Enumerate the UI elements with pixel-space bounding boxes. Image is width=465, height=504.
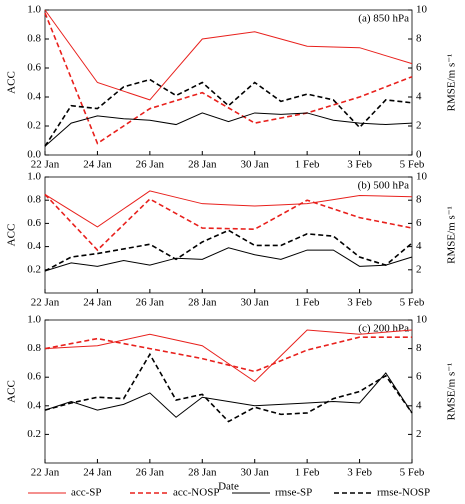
x-tick-label: 28 Jan bbox=[188, 159, 217, 171]
y2-tick-label: 6 bbox=[416, 217, 422, 229]
y-tick-label: 0.2 bbox=[27, 428, 41, 440]
y2-tick-label: 4 bbox=[416, 240, 422, 252]
x-tick-label: 3 Feb bbox=[347, 159, 372, 171]
legend-label: acc-NOSP bbox=[173, 487, 219, 499]
x-tick-label: 30 Jan bbox=[241, 467, 270, 479]
y2-tick-label: 4 bbox=[416, 91, 422, 103]
x-tick-label: 26 Jan bbox=[136, 297, 165, 309]
y2-tick-label: 10 bbox=[416, 314, 428, 326]
x-tick-label: 30 Jan bbox=[241, 297, 270, 309]
series-line bbox=[44, 352, 413, 423]
series-line bbox=[44, 9, 413, 101]
series-line bbox=[44, 247, 413, 272]
y-tick-label: 0.6 bbox=[27, 217, 41, 229]
x-tick-label: 1 Feb bbox=[295, 297, 320, 309]
y-tick-label: 0.8 bbox=[27, 33, 41, 45]
panel-annotation: (b) 500 hPa bbox=[358, 180, 409, 192]
series-line bbox=[44, 12, 413, 145]
y-axis-label: ACC bbox=[6, 71, 18, 94]
y2-tick-label: 10 bbox=[416, 171, 428, 183]
x-tick-label: 26 Jan bbox=[136, 467, 165, 479]
y-tick-label: 0.4 bbox=[27, 399, 41, 411]
y2-axis-label: RMSE/m s⁻¹ bbox=[446, 206, 458, 264]
y-tick-label: 0.0 bbox=[27, 149, 41, 161]
x-axis-label: Date bbox=[218, 481, 239, 493]
x-tick-label: 24 Jan bbox=[83, 159, 112, 171]
x-tick-label: 22 Jan bbox=[31, 159, 60, 171]
legend-label: rmse-NOSP bbox=[377, 487, 430, 499]
series-line bbox=[44, 190, 413, 228]
y-axis-label: ACC bbox=[6, 224, 18, 247]
y2-tick-label: 8 bbox=[416, 194, 422, 206]
y-tick-label: 0.2 bbox=[27, 120, 41, 132]
y-tick-label: 0.2 bbox=[27, 263, 41, 275]
y-tick-label: 0.8 bbox=[27, 194, 41, 206]
y-tick-label: 1.0 bbox=[27, 314, 41, 326]
y-tick-label: 1.0 bbox=[27, 4, 41, 16]
series-line bbox=[44, 78, 413, 147]
panel-annotation: (a) 850 hPa bbox=[358, 13, 409, 25]
y2-tick-label: 6 bbox=[416, 62, 422, 74]
x-tick-label: 5 Feb bbox=[400, 159, 425, 171]
x-tick-label: 22 Jan bbox=[31, 467, 60, 479]
x-tick-label: 22 Jan bbox=[31, 297, 60, 309]
series-line bbox=[44, 336, 412, 373]
series-line bbox=[44, 229, 413, 272]
y2-tick-label: 0 bbox=[416, 149, 422, 161]
x-tick-label: 28 Jan bbox=[188, 467, 217, 479]
y-axis-label: ACC bbox=[6, 380, 18, 403]
y2-tick-label: 6 bbox=[416, 371, 422, 383]
y2-axis-label: RMSE/m s⁻¹ bbox=[446, 363, 458, 421]
series-line bbox=[44, 193, 413, 252]
x-tick-label: 26 Jan bbox=[136, 159, 165, 171]
y2-tick-label: 8 bbox=[416, 33, 422, 45]
x-tick-label: 1 Feb bbox=[295, 467, 320, 479]
series-line bbox=[44, 329, 413, 383]
x-tick-label: 3 Feb bbox=[347, 467, 372, 479]
y-tick-label: 1.0 bbox=[27, 171, 41, 183]
y-tick-label: 0.4 bbox=[27, 91, 41, 103]
plot-frame bbox=[44, 176, 413, 294]
plot-frame bbox=[44, 9, 413, 156]
plot-frame bbox=[44, 319, 413, 464]
x-tick-label: 3 Feb bbox=[347, 297, 372, 309]
x-tick-label: 1 Feb bbox=[295, 159, 320, 171]
legend-label: rmse-SP bbox=[275, 487, 312, 499]
x-tick-label: 24 Jan bbox=[83, 297, 112, 309]
y2-axis-label: RMSE/m s⁻¹ bbox=[446, 54, 458, 112]
y-tick-label: 0.6 bbox=[27, 371, 41, 383]
x-tick-label: 5 Feb bbox=[400, 297, 425, 309]
y2-tick-label: 2 bbox=[416, 428, 422, 440]
y2-tick-label: 2 bbox=[416, 120, 422, 132]
y2-tick-label: 10 bbox=[416, 4, 428, 16]
y2-tick-label: 4 bbox=[416, 399, 422, 411]
x-tick-label: 30 Jan bbox=[241, 159, 270, 171]
x-tick-label: 24 Jan bbox=[83, 467, 112, 479]
y-tick-label: 0.8 bbox=[27, 342, 41, 354]
y2-tick-label: 2 bbox=[416, 263, 422, 275]
legend-label: acc-SP bbox=[71, 487, 102, 499]
y-tick-label: 0.6 bbox=[27, 62, 41, 74]
series-line bbox=[44, 372, 413, 418]
y-tick-label: 0.4 bbox=[27, 240, 41, 252]
x-tick-label: 28 Jan bbox=[188, 297, 217, 309]
x-tick-label: 5 Feb bbox=[400, 467, 425, 479]
y2-tick-label: 8 bbox=[416, 342, 422, 354]
series-line bbox=[44, 112, 413, 147]
